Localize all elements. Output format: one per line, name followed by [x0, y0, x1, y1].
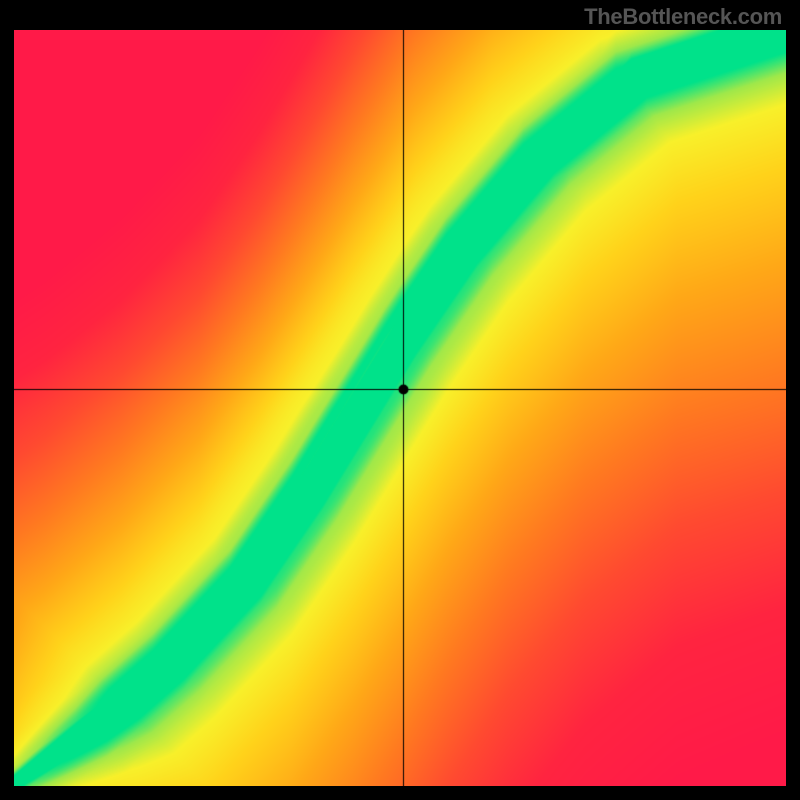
bottleneck-heatmap — [14, 30, 786, 786]
watermark-text: TheBottleneck.com — [584, 4, 782, 30]
chart-container: TheBottleneck.com — [0, 0, 800, 800]
